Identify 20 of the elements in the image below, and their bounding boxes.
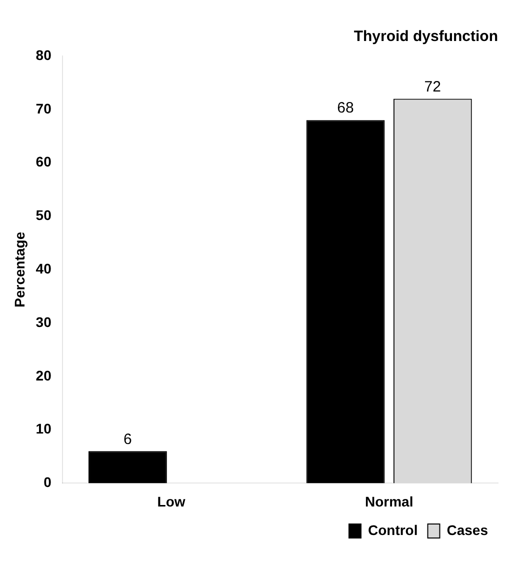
y-tick-label: 40: [36, 260, 52, 276]
data-label: 72: [424, 78, 441, 96]
x-tick-label: Normal: [364, 493, 414, 510]
y-tick-label: 0: [44, 474, 52, 490]
bar: [306, 120, 385, 484]
data-label: 6: [124, 430, 132, 448]
y-tick-label: 30: [36, 314, 52, 330]
chart-title: Thyroid dysfunction: [354, 28, 498, 46]
legend-label: Cases: [446, 522, 488, 538]
y-tick-label: 70: [36, 100, 52, 116]
bar: [88, 451, 167, 484]
y-tick-label: 50: [36, 207, 52, 224]
y-tick-label: 60: [36, 154, 52, 170]
y-tick-label: 80: [36, 46, 52, 63]
y-tick-label: 20: [36, 367, 52, 384]
x-tick-label: Low: [157, 493, 186, 510]
legend-label: Control: [368, 522, 418, 538]
y-axis-title: Percentage: [11, 232, 28, 308]
data-label: 68: [337, 100, 354, 117]
y-tick-label: 10: [36, 420, 52, 437]
